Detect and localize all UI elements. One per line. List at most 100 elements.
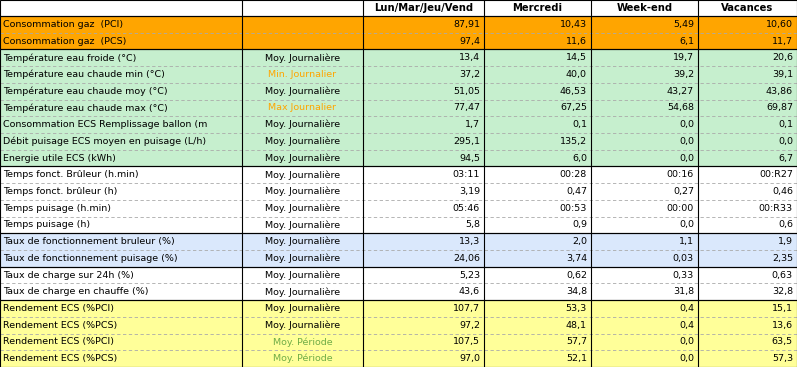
Text: 0,0: 0,0 — [679, 221, 694, 229]
Text: 00:53: 00:53 — [559, 204, 587, 213]
Text: Energie utile ECS (kWh): Energie utile ECS (kWh) — [3, 153, 116, 163]
Text: 87,91: 87,91 — [453, 20, 480, 29]
Text: Température eau chaude max (°C): Température eau chaude max (°C) — [3, 103, 167, 113]
Text: Moy. Journalière: Moy. Journalière — [265, 36, 340, 46]
Text: 11,6: 11,6 — [566, 37, 587, 46]
Text: 0,0: 0,0 — [679, 120, 694, 129]
Text: Moy. Journalière: Moy. Journalière — [265, 237, 340, 246]
Text: Temps puisage (h): Temps puisage (h) — [3, 221, 90, 229]
Text: Rendement ECS (%PCI): Rendement ECS (%PCI) — [3, 337, 114, 346]
Bar — [0, 166, 797, 233]
Text: 10,60: 10,60 — [766, 20, 793, 29]
Text: 69,87: 69,87 — [766, 103, 793, 112]
Bar — [0, 183, 797, 200]
Text: 15,1: 15,1 — [772, 304, 793, 313]
Text: 32,8: 32,8 — [771, 287, 793, 296]
Text: Température eau chaude moy (°C): Température eau chaude moy (°C) — [3, 87, 167, 96]
Text: 10,43: 10,43 — [559, 20, 587, 29]
Bar — [0, 99, 797, 116]
Text: 0,4: 0,4 — [679, 304, 694, 313]
Text: 0,1: 0,1 — [572, 120, 587, 129]
Text: 20,6: 20,6 — [772, 53, 793, 62]
Text: Moy. Journalière: Moy. Journalière — [265, 153, 340, 163]
Text: 0,0: 0,0 — [679, 337, 694, 346]
Text: 13,6: 13,6 — [771, 321, 793, 330]
Bar — [0, 116, 797, 133]
Text: Moy. Journalière: Moy. Journalière — [265, 53, 340, 62]
Bar — [0, 83, 797, 99]
Text: 24,06: 24,06 — [453, 254, 480, 263]
Text: Température eau chaude min (°C): Température eau chaude min (°C) — [3, 70, 165, 79]
Text: 0,6: 0,6 — [778, 221, 793, 229]
Text: Temps puisage (h.min): Temps puisage (h.min) — [3, 204, 111, 213]
Text: 1,1: 1,1 — [679, 237, 694, 246]
Text: 295,1: 295,1 — [453, 137, 480, 146]
Text: Lun/Mar/Jeu/Vend: Lun/Mar/Jeu/Vend — [374, 3, 473, 13]
Text: Rendement ECS (%PCI): Rendement ECS (%PCI) — [3, 304, 114, 313]
Text: 54,68: 54,68 — [667, 103, 694, 112]
Text: 13,3: 13,3 — [459, 237, 480, 246]
Bar — [0, 33, 797, 50]
Text: Temps fonct. Brûleur (h.min): Temps fonct. Brûleur (h.min) — [3, 170, 139, 179]
Text: 6,1: 6,1 — [679, 37, 694, 46]
Text: Moy. Journalière: Moy. Journalière — [265, 170, 340, 179]
Text: 5,49: 5,49 — [673, 20, 694, 29]
Text: Moy. Journalière: Moy. Journalière — [265, 287, 340, 297]
Text: 48,1: 48,1 — [566, 321, 587, 330]
Text: 97,4: 97,4 — [459, 37, 480, 46]
Text: Temps fonct. brûleur (h): Temps fonct. brûleur (h) — [3, 187, 117, 196]
Text: 3,19: 3,19 — [459, 187, 480, 196]
Bar — [698, 0, 797, 16]
Bar — [0, 283, 797, 300]
Text: 00:00: 00:00 — [667, 204, 694, 213]
Text: Moy. Journalière: Moy. Journalière — [265, 220, 340, 230]
Text: 57,3: 57,3 — [771, 354, 793, 363]
Text: 0,0: 0,0 — [679, 137, 694, 146]
Text: Taux de charge en chauffe (%): Taux de charge en chauffe (%) — [3, 287, 148, 296]
Bar — [0, 200, 797, 217]
Text: Mercredi: Mercredi — [512, 3, 563, 13]
Text: Taux de charge sur 24h (%): Taux de charge sur 24h (%) — [3, 270, 134, 280]
Bar — [0, 66, 797, 83]
Text: 97,2: 97,2 — [459, 321, 480, 330]
Text: 0,9: 0,9 — [572, 221, 587, 229]
Text: 00:28: 00:28 — [559, 170, 587, 179]
Text: Moy. Journalière: Moy. Journalière — [265, 137, 340, 146]
Text: 67,25: 67,25 — [560, 103, 587, 112]
Text: 6,0: 6,0 — [572, 153, 587, 163]
Bar — [242, 0, 363, 16]
Text: 5,8: 5,8 — [465, 221, 480, 229]
Text: Débit puisage ECS moyen en puisage (L/h): Débit puisage ECS moyen en puisage (L/h) — [3, 137, 206, 146]
Text: 53,3: 53,3 — [566, 304, 587, 313]
Text: 6,7: 6,7 — [778, 153, 793, 163]
Bar — [0, 233, 797, 267]
Text: 0,63: 0,63 — [771, 270, 793, 280]
Text: 05:46: 05:46 — [453, 204, 480, 213]
Text: Moy. Journalière: Moy. Journalière — [265, 120, 340, 130]
Bar — [0, 0, 242, 16]
Text: 0,46: 0,46 — [772, 187, 793, 196]
Text: Moy. Journalière: Moy. Journalière — [265, 304, 340, 313]
Text: Consommation gaz  (PCI): Consommation gaz (PCI) — [3, 20, 123, 29]
Bar — [0, 317, 797, 334]
Text: 31,8: 31,8 — [673, 287, 694, 296]
Text: 2,35: 2,35 — [771, 254, 793, 263]
Text: 0,47: 0,47 — [566, 187, 587, 196]
Text: 0,0: 0,0 — [679, 153, 694, 163]
Bar — [0, 350, 797, 367]
Text: Rendement ECS (%PCS): Rendement ECS (%PCS) — [3, 321, 117, 330]
Text: Moy. Journalière: Moy. Journalière — [265, 19, 340, 29]
Text: 77,47: 77,47 — [453, 103, 480, 112]
Text: 39,2: 39,2 — [673, 70, 694, 79]
Text: 37,2: 37,2 — [459, 70, 480, 79]
Bar — [0, 267, 797, 283]
Text: 0,0: 0,0 — [679, 354, 694, 363]
Bar — [0, 300, 797, 317]
Bar — [0, 267, 797, 300]
Text: 46,53: 46,53 — [559, 87, 587, 96]
Text: 1,9: 1,9 — [778, 237, 793, 246]
Text: 3,74: 3,74 — [566, 254, 587, 263]
Text: 107,7: 107,7 — [453, 304, 480, 313]
Text: Consommation ECS Remplissage ballon (m: Consommation ECS Remplissage ballon (m — [3, 120, 207, 129]
Bar — [0, 16, 797, 33]
